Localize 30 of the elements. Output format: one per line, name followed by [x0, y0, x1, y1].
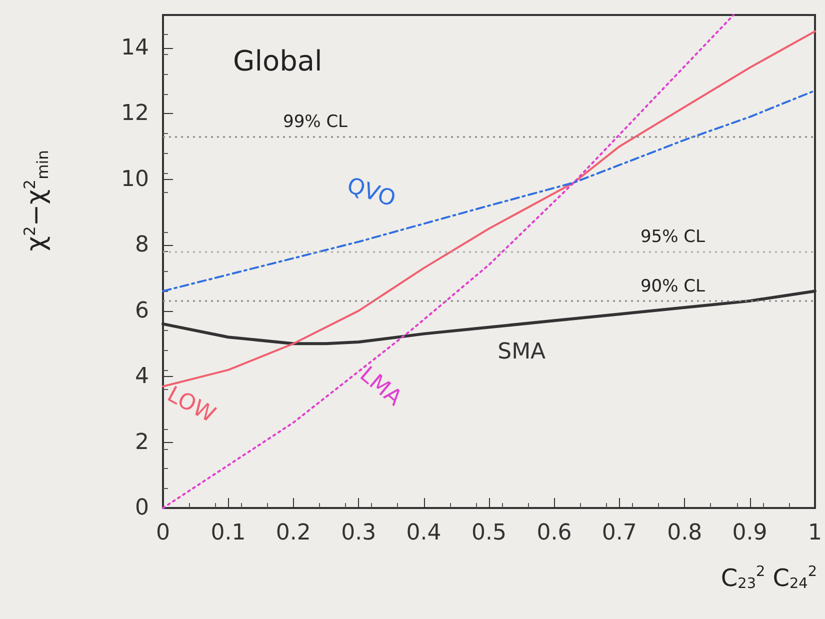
- x-tick-label: 0.3: [341, 520, 376, 546]
- x-tick-label: 0.4: [406, 520, 442, 546]
- y-tick-label: 8: [135, 232, 149, 258]
- x-tick-label: 0.5: [472, 520, 506, 546]
- x-tick-label: 0.7: [602, 520, 637, 546]
- y-tick-label: 2: [135, 430, 149, 455]
- x-tick-label: 0.1: [210, 520, 246, 546]
- ref-line-label: 90% CL: [640, 276, 706, 296]
- line-series: [162, 14, 734, 509]
- y-tick-label: 14: [121, 35, 149, 60]
- y-tick-label: 0: [135, 496, 149, 520]
- ref-line-label: 95% CL: [640, 227, 706, 248]
- y-axis-title: χ2−χ2min: [21, 150, 52, 252]
- text: Global: [233, 44, 322, 78]
- x-axis-title: C232 C242: [720, 564, 817, 592]
- text: LOW: [162, 382, 220, 428]
- x-tick-label: 0.6: [536, 520, 572, 546]
- line-series: [162, 90, 816, 292]
- ref-line-label: 99% CL: [283, 112, 348, 132]
- series-label: SMA: [498, 339, 546, 364]
- y-tick-label: 12: [121, 101, 149, 126]
- x-tick-label: 0: [156, 520, 170, 546]
- y-tick-label: 4: [135, 364, 149, 390]
- y-tick-label: 10: [121, 166, 149, 192]
- x-tick-label: 0.2: [276, 520, 311, 546]
- x-tick-label: 1: [808, 520, 822, 546]
- x-tick-label: 0.9: [732, 520, 768, 546]
- y-tick-label: 6: [135, 298, 149, 324]
- x-tick-label: 0.8: [667, 520, 702, 546]
- text: QVO: [344, 173, 398, 212]
